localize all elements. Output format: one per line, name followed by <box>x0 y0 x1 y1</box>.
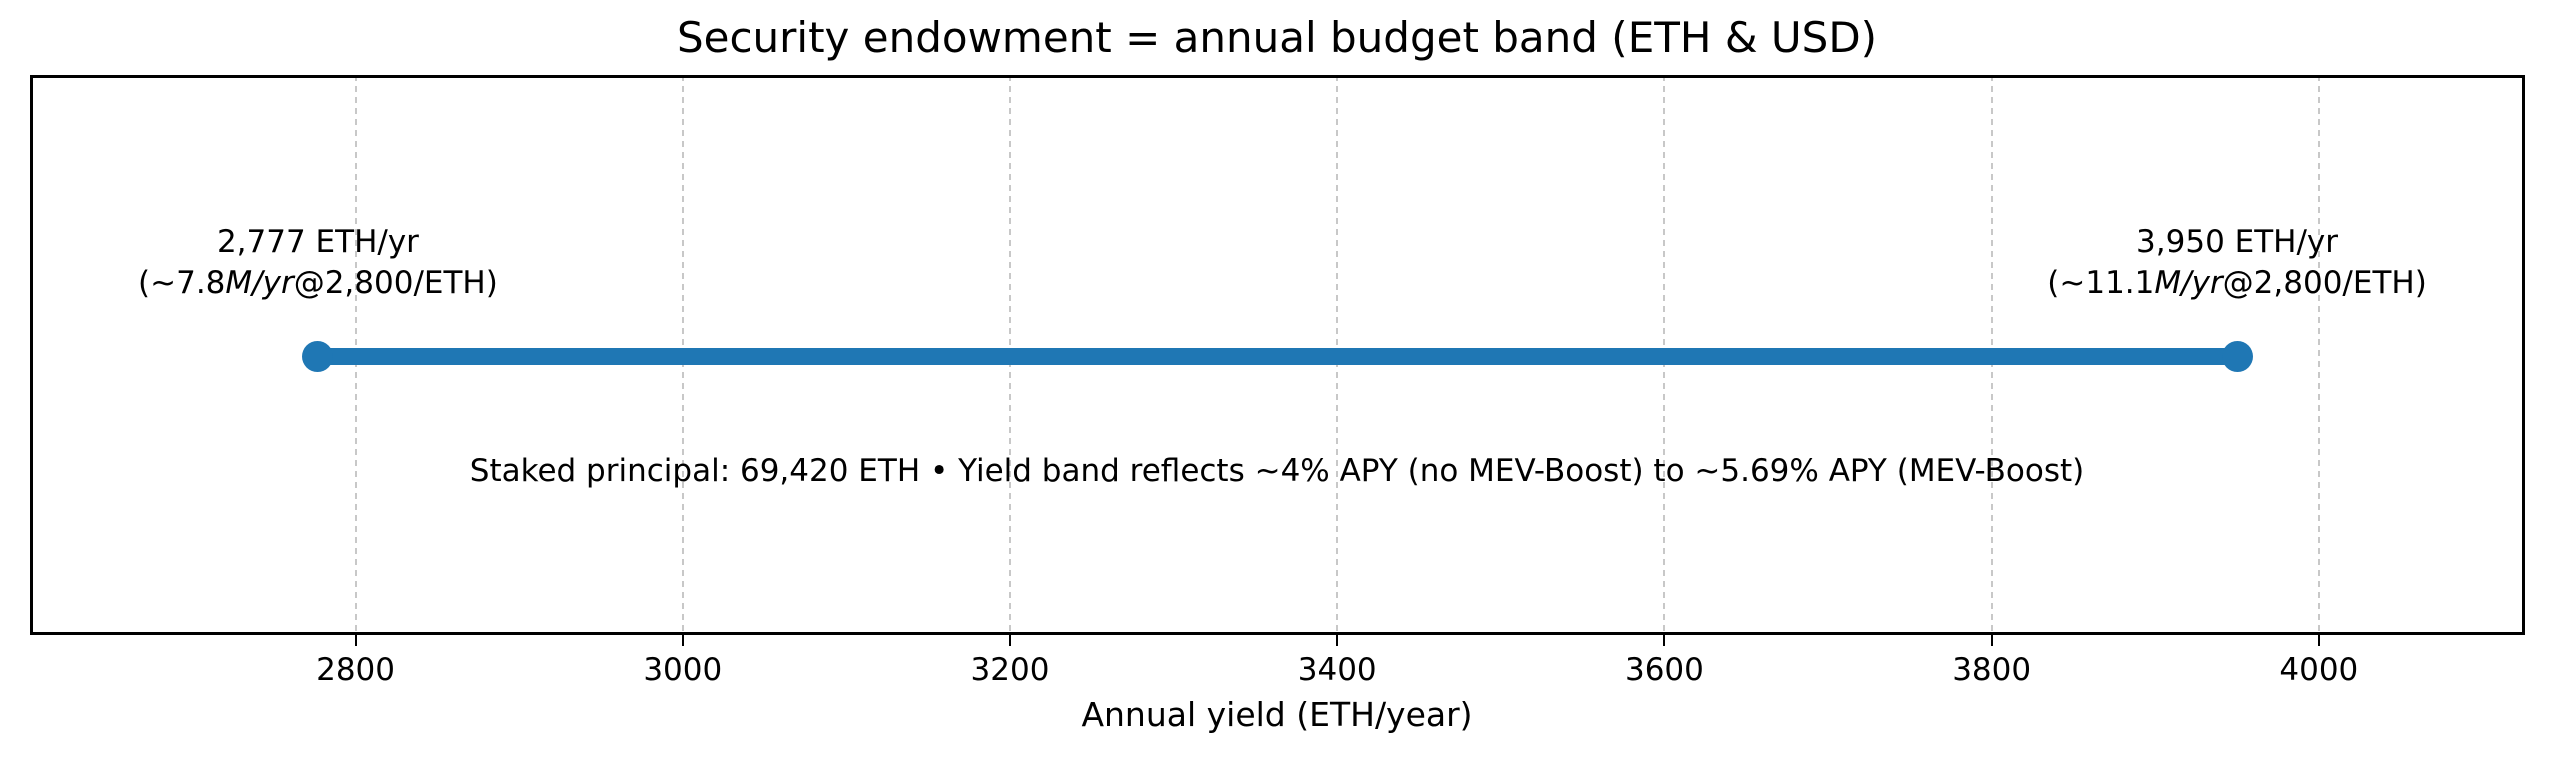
x-tick-label-3800: 3800 <box>1952 652 2032 688</box>
annotation-band-start-eth: 2,777 ETH/yr <box>216 224 419 260</box>
x-tick-label-3200: 3200 <box>970 652 1050 688</box>
annotation-band-start: 2,777 ETH/yr (~7.8M/yr@2,800/ETH) <box>138 222 498 304</box>
plot-area: 2,777 ETH/yr (~7.8M/yr@2,800/ETH) 3,950 … <box>30 75 2525 635</box>
x-tick-label-2800: 2800 <box>316 652 396 688</box>
x-tick-3400 <box>1336 635 1339 646</box>
x-axis-label: Annual yield (ETH/year) <box>1081 695 1473 734</box>
x-tick-3200 <box>1009 635 1011 646</box>
gridline-x-4000 <box>2317 75 2320 635</box>
chart-title: Security endowment = annual budget band … <box>676 13 1878 62</box>
annotation-band-end-usd: (~11.1M/yr@2,800/ETH) <box>2047 264 2427 301</box>
x-tick-2800 <box>354 635 357 646</box>
annotation-band-end: 3,950 ETH/yr (~11.1M/yr@2,800/ETH) <box>2047 222 2427 304</box>
x-tick-3000 <box>681 635 684 646</box>
band-endpoint-end <box>2221 341 2253 373</box>
x-tick-3800 <box>1990 635 1993 646</box>
budget-band-line <box>317 348 2238 366</box>
staked-principal-note: Staked principal: 69,420 ETH • Yield ban… <box>469 453 2085 489</box>
x-tick-4000 <box>2317 635 2320 646</box>
x-tick-3600 <box>1663 635 1666 646</box>
annotation-band-start-usd: (~7.8M/yr@2,800/ETH) <box>138 264 498 301</box>
annotation-band-end-eth: 3,950 ETH/yr <box>2136 224 2339 260</box>
x-tick-label-3400: 3400 <box>1297 652 1377 688</box>
band-endpoint-start <box>302 341 334 373</box>
x-tick-label-3600: 3600 <box>1624 652 1704 688</box>
x-tick-label-3000: 3000 <box>643 652 723 688</box>
x-tick-label-4000: 4000 <box>2279 652 2359 688</box>
